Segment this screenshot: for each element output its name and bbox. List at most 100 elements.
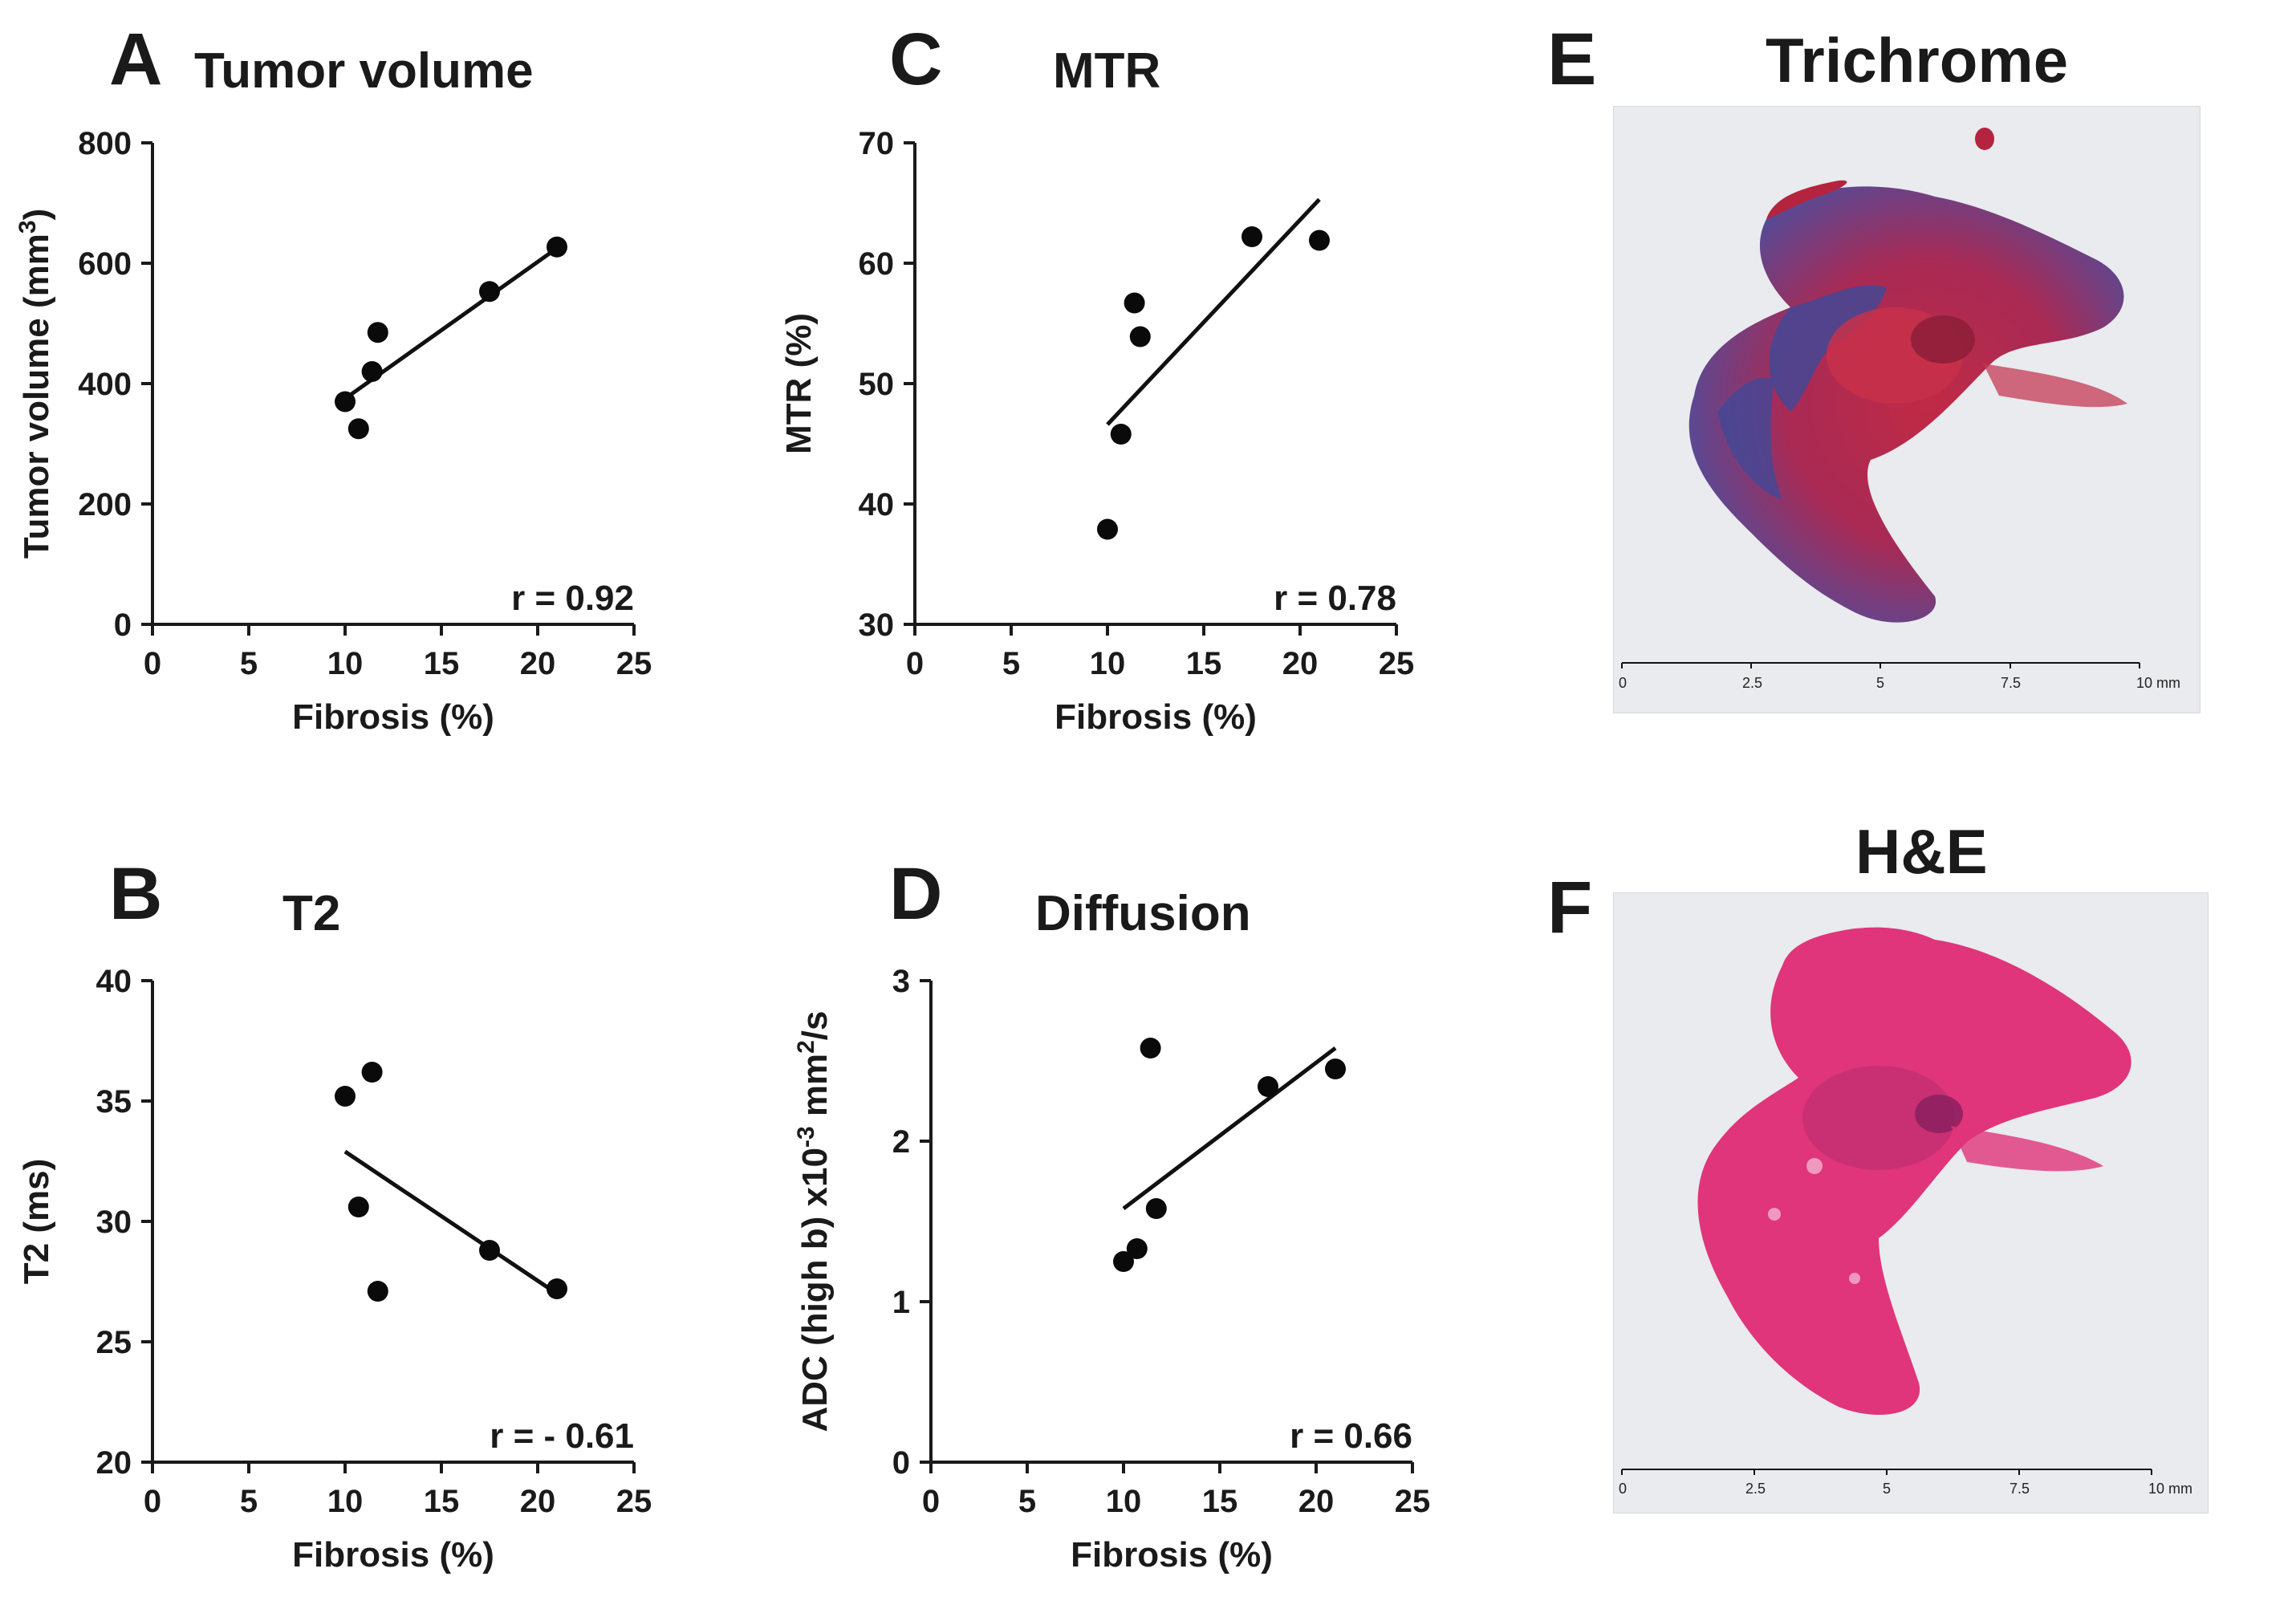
panel-letter-f: F (1547, 867, 1593, 949)
regression-line-d (1122, 1046, 1337, 1210)
x-tick-label-a: 20 (520, 646, 556, 681)
data-point-c (1309, 230, 1330, 251)
panel-title-f: H&E (1855, 816, 1988, 887)
x-tick-label-d: 25 (1395, 1484, 1431, 1519)
scale-tick-10mm: 10 mm (2136, 675, 2180, 691)
x-tick-label-c: 20 (1282, 646, 1319, 681)
data-point-a (335, 391, 356, 412)
x-tick-label-b: 15 (424, 1484, 460, 1519)
panel-letter-d: D (889, 853, 943, 935)
trichrome-slide: 0 2.5 5 7.5 10 mm (1613, 106, 2201, 713)
scale-tick-f-10mm: 10 mm (2148, 1481, 2192, 1497)
panel-d: D Diffusion 0 5 10 15 20 25 0 1 2 3 Fibrosis (%) AD… (770, 835, 1493, 1605)
data-point-b (347, 1197, 369, 1217)
trichrome-tissue-image: 0 2.5 5 7.5 10 mm (1619, 128, 2180, 691)
x-tick-label-c: 0 (906, 646, 924, 681)
y-axis-label-c: MTR (%) (779, 313, 819, 454)
x-tick-label-a: 0 (144, 646, 161, 681)
panel-letter-e: E (1547, 18, 1597, 100)
y-tick-label-a: 400 (78, 367, 132, 402)
x-tick-label-b: 20 (520, 1484, 556, 1519)
scale-tick-f-2-5: 2.5 (1745, 1481, 1766, 1497)
data-point-c (1097, 518, 1118, 540)
y-tick-label-c: 50 (859, 367, 895, 402)
scale-tick-f-5: 5 (1883, 1481, 1891, 1497)
he-slide: 0 2.5 5 7.5 10 mm (1613, 892, 2209, 1514)
panel-letter-b: B (109, 853, 163, 935)
x-tick-label-d: 5 (1018, 1484, 1036, 1519)
data-point-a (547, 236, 567, 258)
data-point-c (1124, 292, 1145, 314)
x-tick-label-b: 0 (144, 1484, 161, 1519)
data-point-b (547, 1278, 567, 1299)
x-tick-label-c: 25 (1379, 646, 1415, 681)
y-axis-label-b: T2 (ms) (17, 1159, 56, 1284)
data-point-d (1140, 1038, 1161, 1058)
data-point-b (479, 1240, 500, 1261)
correlation-label-c: r = 0.78 (1274, 579, 1396, 618)
data-point-a (361, 361, 383, 382)
correlation-label-b: r = - 0.61 (490, 1416, 634, 1456)
x-tick-label-d: 10 (1106, 1484, 1142, 1519)
data-point-d (1145, 1198, 1167, 1219)
correlation-label-a: r = 0.92 (511, 579, 634, 618)
x-tick-label-c: 10 (1090, 646, 1126, 681)
data-point-c (1129, 326, 1151, 347)
y-tick-label-b: 30 (96, 1205, 132, 1240)
y-tick-label-c: 70 (859, 126, 895, 161)
x-axis-label-b: Fibrosis (%) (292, 1535, 494, 1575)
y-tick-label-d: 3 (892, 964, 910, 999)
he-tissue-image: 0 2.5 5 7.5 10 mm (1619, 927, 2192, 1497)
panel-b: B T2 0 5 10 15 20 25 20 25 30 35 40 Fibrosis (%) T2 … (0, 835, 722, 1605)
x-tick-label-a: 25 (616, 646, 652, 681)
x-axis-label-c: Fibrosis (%) (1055, 697, 1257, 737)
scale-bar-ticks-f (1621, 1469, 2152, 1475)
chart-a: 0 5 10 15 20 25 0 200 400 600 800 Fibrosis (%) Tumor… (14, 126, 652, 737)
x-tick-label-b: 10 (327, 1484, 364, 1519)
he-tissue-shape (1697, 927, 2131, 1415)
y-tick-label-a: 600 (78, 246, 132, 282)
chart-b: 0 5 10 15 20 25 20 25 30 35 40 Fibrosis (%) T2 (ms) r… (17, 964, 652, 1575)
data-point-d (1325, 1058, 1346, 1079)
x-tick-label-b: 5 (240, 1484, 258, 1519)
y-tick-label-a: 0 (114, 607, 132, 643)
scale-tick-7-5: 7.5 (2001, 675, 2021, 691)
x-tick-label-a: 5 (240, 646, 258, 681)
y-tick-label-c: 60 (859, 246, 895, 282)
y-tick-label-c: 30 (859, 607, 895, 643)
trichrome-tissue-shape (1688, 186, 2124, 623)
y-tick-label-b: 25 (96, 1325, 132, 1360)
data-point-b (361, 1062, 383, 1083)
data-point-d (1126, 1238, 1148, 1259)
y-tick-label-d: 2 (892, 1124, 910, 1160)
correlation-label-d: r = 0.66 (1290, 1416, 1412, 1456)
chart-c: 0 5 10 15 20 25 30 40 50 60 70 Fibrosis (%) MTR (%) r… (779, 126, 1415, 737)
data-point-a (367, 322, 388, 343)
chart-d: 0 5 10 15 20 25 0 1 2 3 Fibrosis (%) ADC (high b) x… (793, 964, 1431, 1575)
panel-title-d: Diffusion (1035, 886, 1251, 941)
x-tick-label-d: 15 (1202, 1484, 1238, 1519)
data-point-a (479, 281, 500, 303)
y-tick-label-d: 0 (892, 1445, 910, 1481)
scale-bar-ticks (1621, 663, 2140, 668)
x-tick-label-b: 25 (616, 1484, 652, 1519)
scale-tick-f-7-5: 7.5 (2010, 1481, 2030, 1497)
x-tick-label-c: 15 (1186, 646, 1222, 681)
panel-title-c: MTR (1053, 43, 1161, 99)
x-axis-label-a: Fibrosis (%) (292, 697, 494, 737)
panel-title-a: Tumor volume (194, 43, 534, 99)
panel-c: C MTR 0 5 10 15 20 25 30 40 50 60 70 Fibrosis (%) MT… (770, 0, 1493, 802)
y-tick-label-d: 1 (892, 1285, 910, 1320)
panel-title-e: Trichrome (1766, 25, 2069, 95)
data-point-b (367, 1281, 388, 1302)
x-tick-label-d: 0 (922, 1484, 940, 1519)
panel-letter-c: C (889, 18, 943, 100)
panel-a: A Tumor volume 0 5 10 15 20 25 0 200 400 600 800 Fi… (0, 0, 722, 802)
y-axis-label-d: ADC (high b) x10-3 mm2/s (793, 1010, 835, 1432)
data-point-d (1113, 1251, 1134, 1272)
data-point-a (347, 418, 369, 440)
scale-tick-2-5: 2.5 (1742, 675, 1762, 691)
x-axis-label-d: Fibrosis (%) (1071, 1535, 1273, 1575)
data-point-b (335, 1086, 356, 1107)
x-tick-label-d: 20 (1298, 1484, 1335, 1519)
